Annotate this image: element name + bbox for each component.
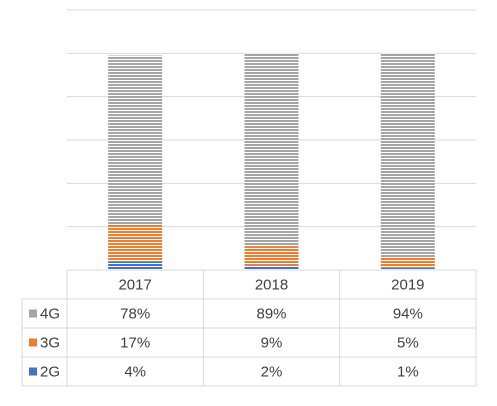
data-label-2G-2018: 2%	[261, 364, 283, 381]
data-label-3G-2019: 5%	[397, 335, 419, 352]
series-label-2G: 2G	[40, 364, 60, 381]
bar-2G-2019	[380, 267, 435, 270]
bars	[108, 53, 435, 270]
data-label-4G-2019: 94%	[393, 306, 423, 323]
legend-key-3G	[29, 338, 37, 347]
legend-key-2G	[29, 367, 37, 376]
series-label-3G: 3G	[40, 335, 60, 352]
category-label-2017: 2017	[118, 277, 151, 294]
bar-2G-2017	[108, 261, 163, 270]
bar-3G-2019	[380, 257, 435, 268]
data-table: 2017 2018 2019 4G 78% 89% 94% 3G 17% 9% 5% 2G 4% 2% 1%	[21, 269, 477, 387]
bar-4G-2019	[380, 53, 435, 258]
bar-3G-2017	[108, 224, 163, 262]
series-label-4G: 4G	[40, 306, 60, 323]
data-label-4G-2018: 89%	[256, 306, 286, 323]
bar-3G-2018	[244, 246, 299, 266]
data-label-4G-2017: 78%	[120, 306, 150, 323]
bar-4G-2017	[108, 55, 163, 225]
data-label-3G-2018: 9%	[261, 335, 283, 352]
bar-2G-2018	[244, 265, 299, 270]
category-label-2019: 2019	[391, 277, 424, 294]
data-label-3G-2017: 17%	[120, 335, 150, 352]
category-label-2018: 2018	[255, 277, 288, 294]
bar-4G-2018	[244, 53, 299, 247]
data-label-2G-2017: 4%	[124, 364, 146, 381]
data-label-2G-2019: 1%	[397, 364, 419, 381]
legend-key-4G	[29, 309, 37, 318]
